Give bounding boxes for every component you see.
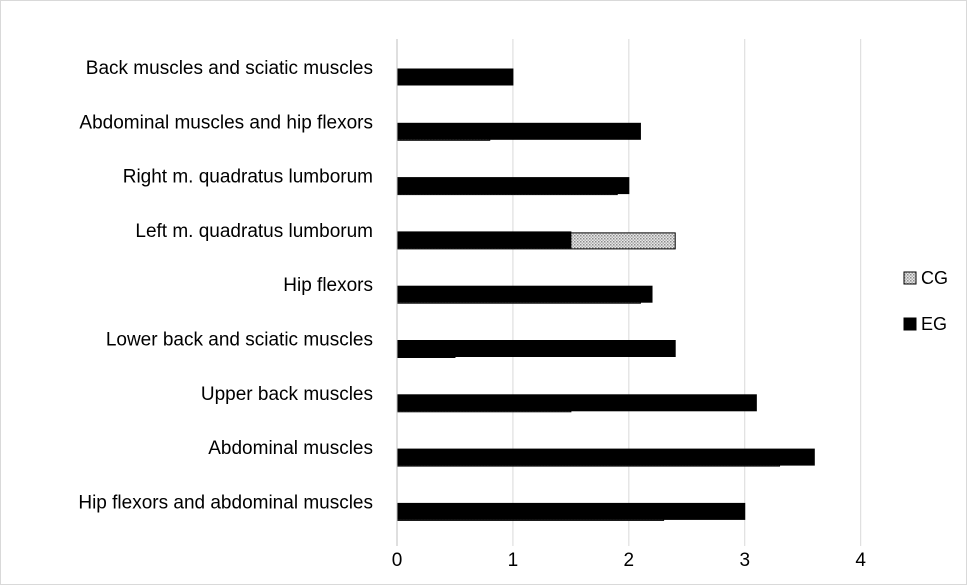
bar-eg-9 xyxy=(396,502,746,520)
category-label-9: Hip flexors and abdominal muscles xyxy=(78,492,373,513)
x-tick-label-0: 0 xyxy=(392,550,403,571)
category-label-4: Left m. quadratus lumborum xyxy=(135,221,373,242)
category-label-1: Back muscles and sciatic muscles xyxy=(86,58,373,79)
category-label-5: Hip flexors xyxy=(283,275,373,296)
bar-eg-6 xyxy=(396,340,676,357)
category-label-7: Upper back muscles xyxy=(201,384,373,405)
bar-eg-4 xyxy=(396,231,572,249)
x-tick-label-2: 2 xyxy=(624,550,635,571)
category-label-3: Right m. quadratus lumborum xyxy=(123,167,373,188)
category-label-8: Abdominal muscles xyxy=(208,438,373,459)
category-label-6: Lower back and sciatic muscles xyxy=(106,330,373,351)
legend-label-cg: CG xyxy=(921,268,948,288)
category-labels: Back muscles and sciatic muscles Abdomina… xyxy=(78,58,373,513)
x-tick-label-3: 3 xyxy=(739,550,750,571)
legend: CG EG xyxy=(903,268,948,334)
bar-eg-1 xyxy=(396,68,514,86)
bar-eg-3 xyxy=(396,177,630,195)
bar-eg-2 xyxy=(396,122,641,140)
bar-eg-5 xyxy=(396,285,653,303)
legend-swatch-eg xyxy=(903,317,917,331)
legend-swatch-cg xyxy=(903,271,917,285)
x-tick-label-4: 4 xyxy=(855,550,866,571)
bar-eg-8 xyxy=(396,448,815,466)
category-label-2: Abdominal muscles and hip flexors xyxy=(79,112,373,133)
tick-labels: 0 1 2 3 4 xyxy=(392,550,867,571)
bar-eg-7 xyxy=(396,394,757,412)
x-tick-label-1: 1 xyxy=(508,550,519,571)
bars xyxy=(396,68,815,521)
legend-label-eg: EG xyxy=(921,314,947,334)
